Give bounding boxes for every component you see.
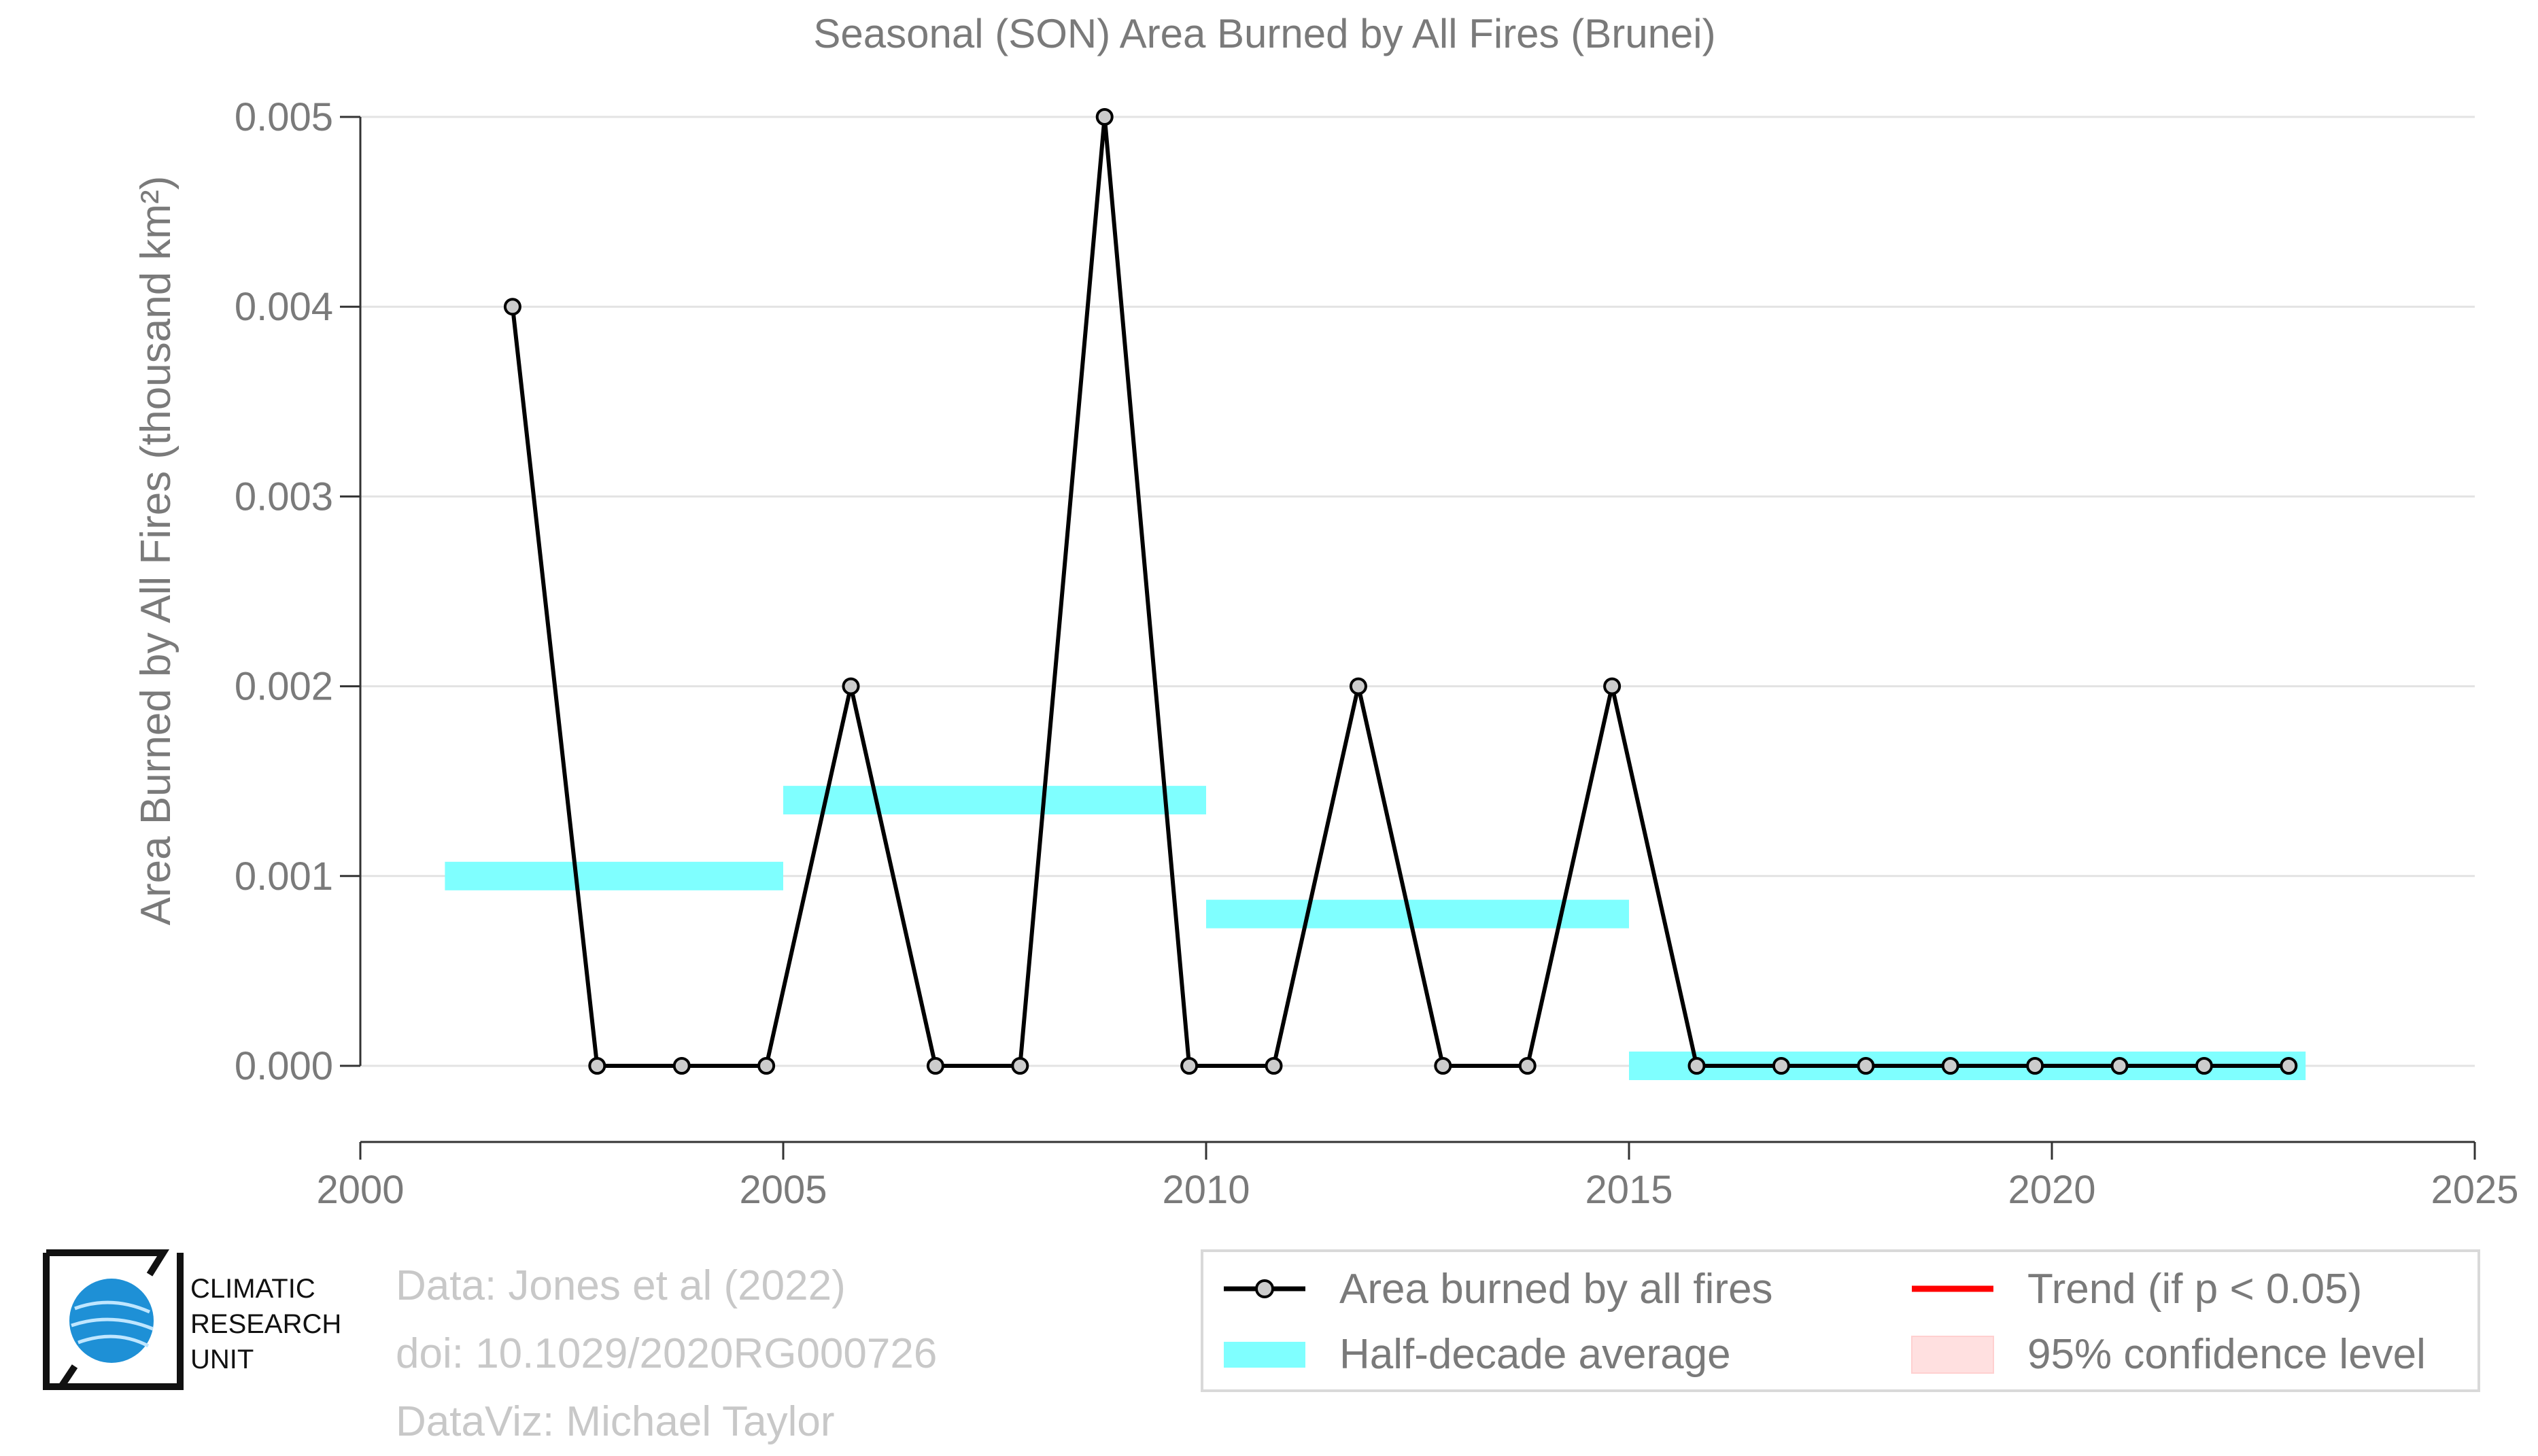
credit-doi: doi: 10.1029/2020RG000726 bbox=[396, 1330, 938, 1377]
legend-key-band bbox=[1217, 1321, 1312, 1387]
x-tick-label: 2025 bbox=[2431, 1168, 2518, 1212]
data-point bbox=[1011, 1057, 1029, 1075]
data-point bbox=[1349, 677, 1367, 695]
legend-item-confidence: 95% confidence level bbox=[1905, 1321, 2426, 1387]
x-tick-label: 2010 bbox=[1162, 1168, 1250, 1212]
credit-dataviz: DataViz: Michael Taylor bbox=[396, 1398, 835, 1445]
y-tick-label: 0.000 bbox=[235, 1044, 333, 1088]
legend-label: Half-decade average bbox=[1339, 1330, 1731, 1378]
data-point bbox=[2110, 1057, 2129, 1075]
chart-title: Seasonal (SON) Area Burned by All Fires … bbox=[813, 11, 1715, 56]
data-point bbox=[1772, 1057, 1790, 1075]
data-point bbox=[842, 677, 860, 695]
series-points bbox=[503, 108, 2298, 1075]
legend-label: 95% confidence level bbox=[2027, 1330, 2426, 1378]
legend-key-fill bbox=[1905, 1321, 2000, 1387]
data-point bbox=[1180, 1057, 1199, 1075]
half-decade-bar bbox=[445, 861, 783, 890]
data-point bbox=[1603, 677, 1622, 695]
data-point bbox=[1434, 1057, 1452, 1075]
cru-logo-text: CLIMATIC RESEARCH UNIT bbox=[190, 1271, 341, 1377]
y-tick-label: 0.004 bbox=[235, 285, 333, 329]
logo-line-1: CLIMATIC bbox=[190, 1274, 315, 1304]
cru-logo bbox=[41, 1247, 184, 1393]
globe-icon bbox=[43, 1249, 184, 1390]
half-decade-bars bbox=[445, 786, 2306, 1080]
y-tick-label: 0.001 bbox=[235, 854, 333, 899]
data-point bbox=[1518, 1057, 1537, 1075]
series-line bbox=[510, 115, 2289, 1068]
legend-item-half-decade: Half-decade average bbox=[1217, 1321, 1731, 1387]
legend-label: Area burned by all fires bbox=[1339, 1265, 1773, 1313]
legend-key-line bbox=[1905, 1256, 2000, 1321]
data-point bbox=[1687, 1057, 1706, 1075]
y-tick-label: 0.005 bbox=[235, 95, 333, 139]
x-tick-label: 2020 bbox=[2008, 1168, 2095, 1212]
data-point bbox=[1941, 1057, 1959, 1075]
y-tick-label: 0.003 bbox=[235, 474, 333, 519]
data-point bbox=[672, 1057, 691, 1075]
legend-item-trend: Trend (if p < 0.05) bbox=[1905, 1256, 2362, 1321]
logo-line-3: UNIT bbox=[190, 1345, 254, 1374]
data-point bbox=[2280, 1057, 2298, 1075]
legend: Area burned by all fires Trend (if p < 0… bbox=[1201, 1249, 2480, 1392]
data-point bbox=[588, 1057, 606, 1075]
data-point bbox=[757, 1057, 776, 1075]
credit-data-source: Data: Jones et al (2022) bbox=[396, 1262, 846, 1309]
area-burned-line bbox=[510, 115, 2289, 1068]
credits: Data: Jones et al (2022) doi: 10.1029/20… bbox=[396, 1252, 937, 1456]
data-point bbox=[1857, 1057, 1875, 1075]
x-tick-label: 2015 bbox=[1585, 1168, 1673, 1212]
data-point bbox=[1265, 1057, 1283, 1075]
y-tick-label: 0.002 bbox=[235, 665, 333, 709]
legend-label: Trend (if p < 0.05) bbox=[2027, 1265, 2363, 1313]
data-point bbox=[1095, 108, 1114, 126]
x-tick-label: 2005 bbox=[739, 1168, 827, 1212]
legend-key-line-point bbox=[1217, 1256, 1312, 1321]
axes: 0.000 0.001 0.002 0.003 0.004 0.005 2000 2005 20… bbox=[235, 95, 2519, 1212]
data-point bbox=[926, 1057, 944, 1075]
data-point bbox=[503, 298, 521, 316]
y-axis-label: Area Burned by All Fires (thousand km²) bbox=[133, 176, 179, 926]
logo-line-2: RESEARCH bbox=[190, 1309, 342, 1339]
half-decade-bar bbox=[783, 786, 1206, 815]
x-tick-label: 2000 bbox=[316, 1168, 404, 1212]
data-point bbox=[2195, 1057, 2213, 1075]
legend-item-area-burned: Area burned by all fires bbox=[1217, 1256, 1773, 1321]
data-point bbox=[2026, 1057, 2044, 1075]
